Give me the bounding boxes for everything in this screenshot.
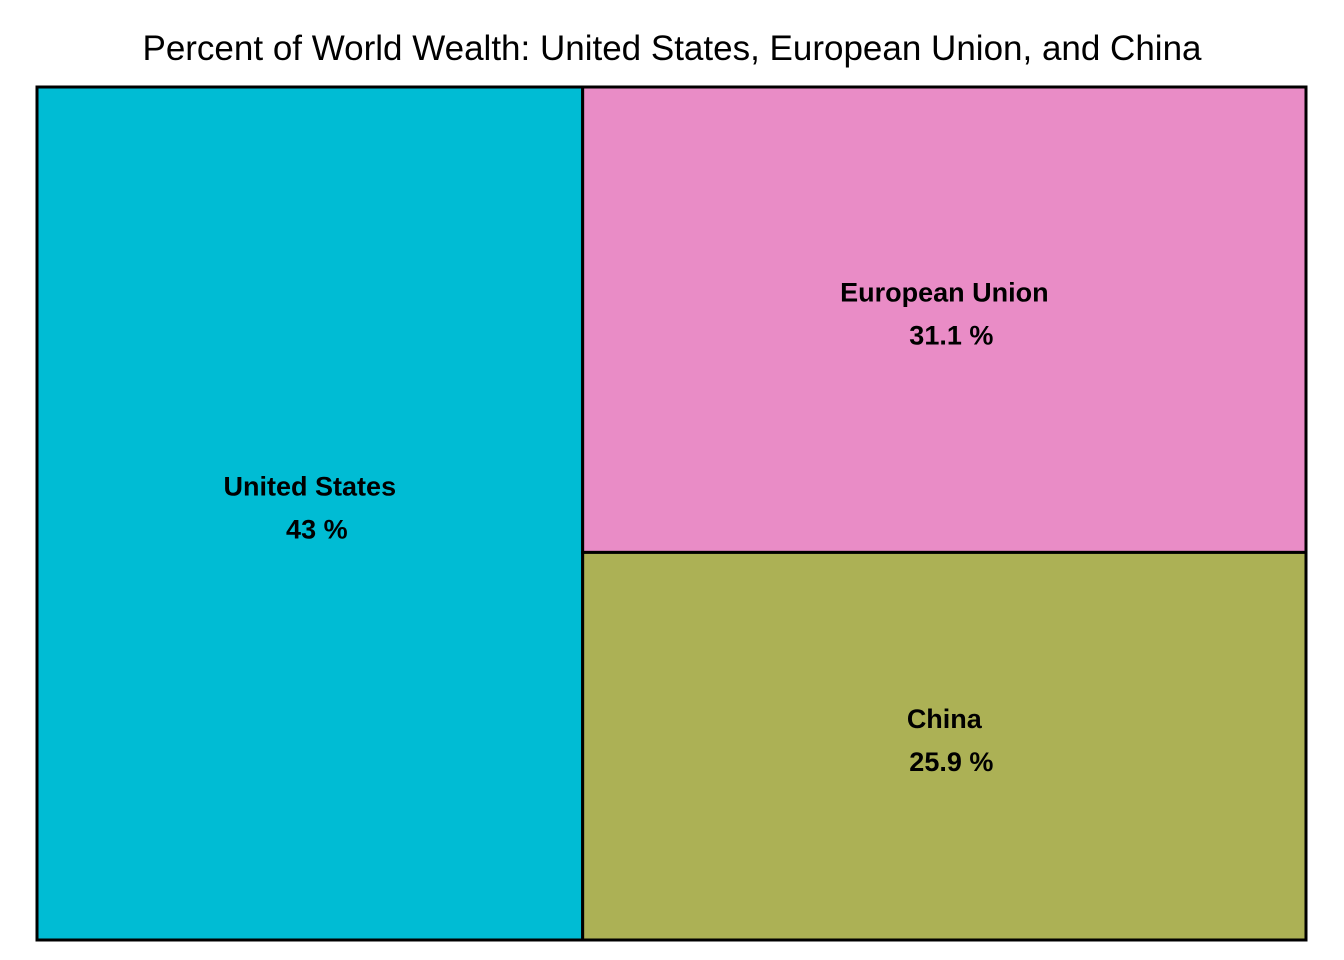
tile-rect-united-states bbox=[35, 85, 585, 942]
tile-value-label: 25.9 % bbox=[909, 747, 993, 777]
tile-value-label: 43 % bbox=[286, 515, 348, 545]
tile-china: China 25.9 % bbox=[581, 550, 1308, 942]
tile-european-union: European Union 31.1 % bbox=[581, 85, 1308, 554]
tile-rect-china bbox=[581, 550, 1308, 942]
chart-title: Percent of World Wealth: United States, … bbox=[142, 29, 1202, 68]
tile-name-label: China bbox=[907, 704, 983, 734]
tile-name-label: United States bbox=[224, 472, 397, 502]
tile-value-label: 31.1 % bbox=[909, 321, 993, 351]
tile-rect-european-union bbox=[581, 85, 1308, 554]
tile-united-states: United States 43 % bbox=[35, 85, 585, 942]
tile-name-label: European Union bbox=[840, 278, 1049, 308]
